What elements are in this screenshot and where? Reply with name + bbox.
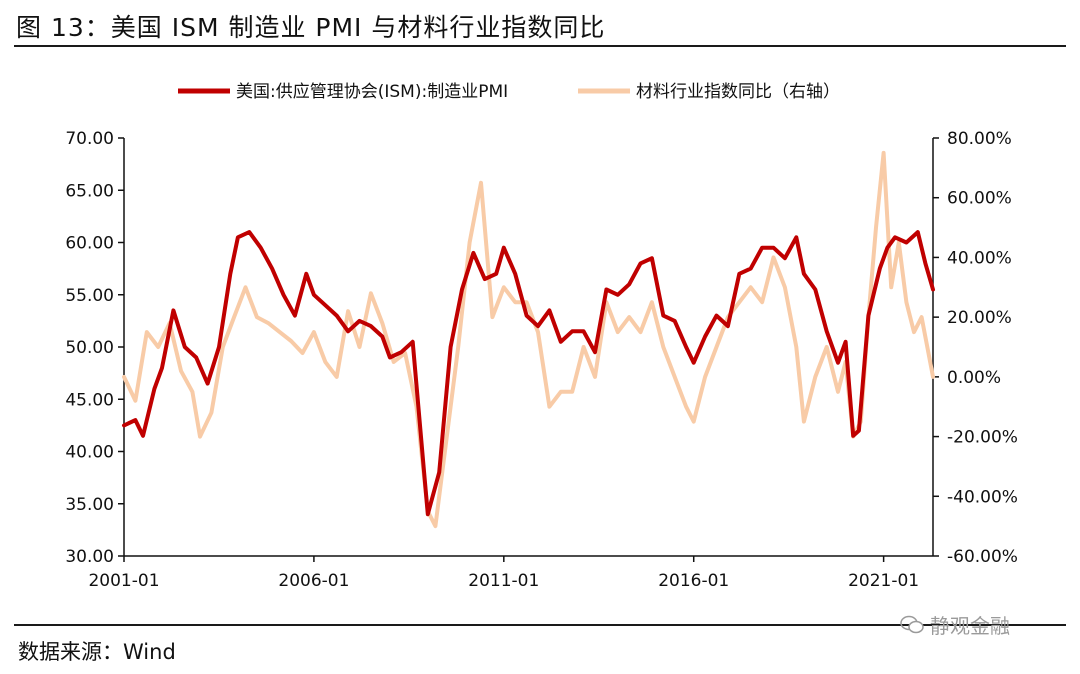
- page-title: 图 13：美国 ISM 制造业 PMI 与材料行业指数同比: [16, 13, 606, 42]
- footer-divider: [14, 624, 1066, 626]
- right-tick-label: 0.00%: [947, 368, 1001, 388]
- right-tick-label: -20.00%: [947, 428, 1018, 448]
- title-divider: [14, 45, 1066, 47]
- x-tick-label: 2021-01: [848, 571, 919, 591]
- watermark-text: 静观金融: [930, 614, 1010, 638]
- x-tick-label: 2001-01: [88, 571, 159, 591]
- right-tick-label: -60.00%: [947, 547, 1018, 567]
- wechat-icon: [900, 615, 924, 633]
- legend-label-materials: 材料行业指数同比（右轴）: [636, 82, 840, 102]
- legend-label-pmi: 美国:供应管理协会(ISM):制造业PMI: [236, 82, 508, 102]
- right-tick-label: 40.00%: [947, 248, 1012, 268]
- left-tick-label: 40.00: [65, 443, 114, 463]
- watermark: 静观金融: [900, 610, 1010, 639]
- right-tick-label: 80.00%: [947, 129, 1012, 149]
- data-source: 数据来源：Wind: [18, 640, 176, 664]
- right-tick-label: -40.00%: [947, 487, 1018, 507]
- x-tick-label: 2011-01: [468, 571, 539, 591]
- left-tick-label: 60.00: [65, 234, 114, 254]
- legend: 美国:供应管理协会(ISM):制造业PMI 材料行业指数同比（右轴）: [178, 82, 840, 102]
- series-line-materials: [122, 150, 935, 529]
- x-tick-label: 2006-01: [278, 571, 349, 591]
- x-tick-label: 2016-01: [658, 571, 729, 591]
- right-tick-label: 20.00%: [947, 308, 1012, 328]
- left-tick-label: 70.00: [65, 129, 114, 149]
- left-tick-label: 30.00: [65, 547, 114, 567]
- left-tick-label: 45.00: [65, 390, 114, 410]
- left-tick-label: 65.00: [65, 181, 114, 201]
- left-tick-label: 50.00: [65, 338, 114, 358]
- left-tick-label: 55.00: [65, 286, 114, 306]
- right-tick-label: 60.00%: [947, 189, 1012, 209]
- series-line-pmi: [122, 230, 935, 517]
- left-tick-label: 35.00: [65, 495, 114, 515]
